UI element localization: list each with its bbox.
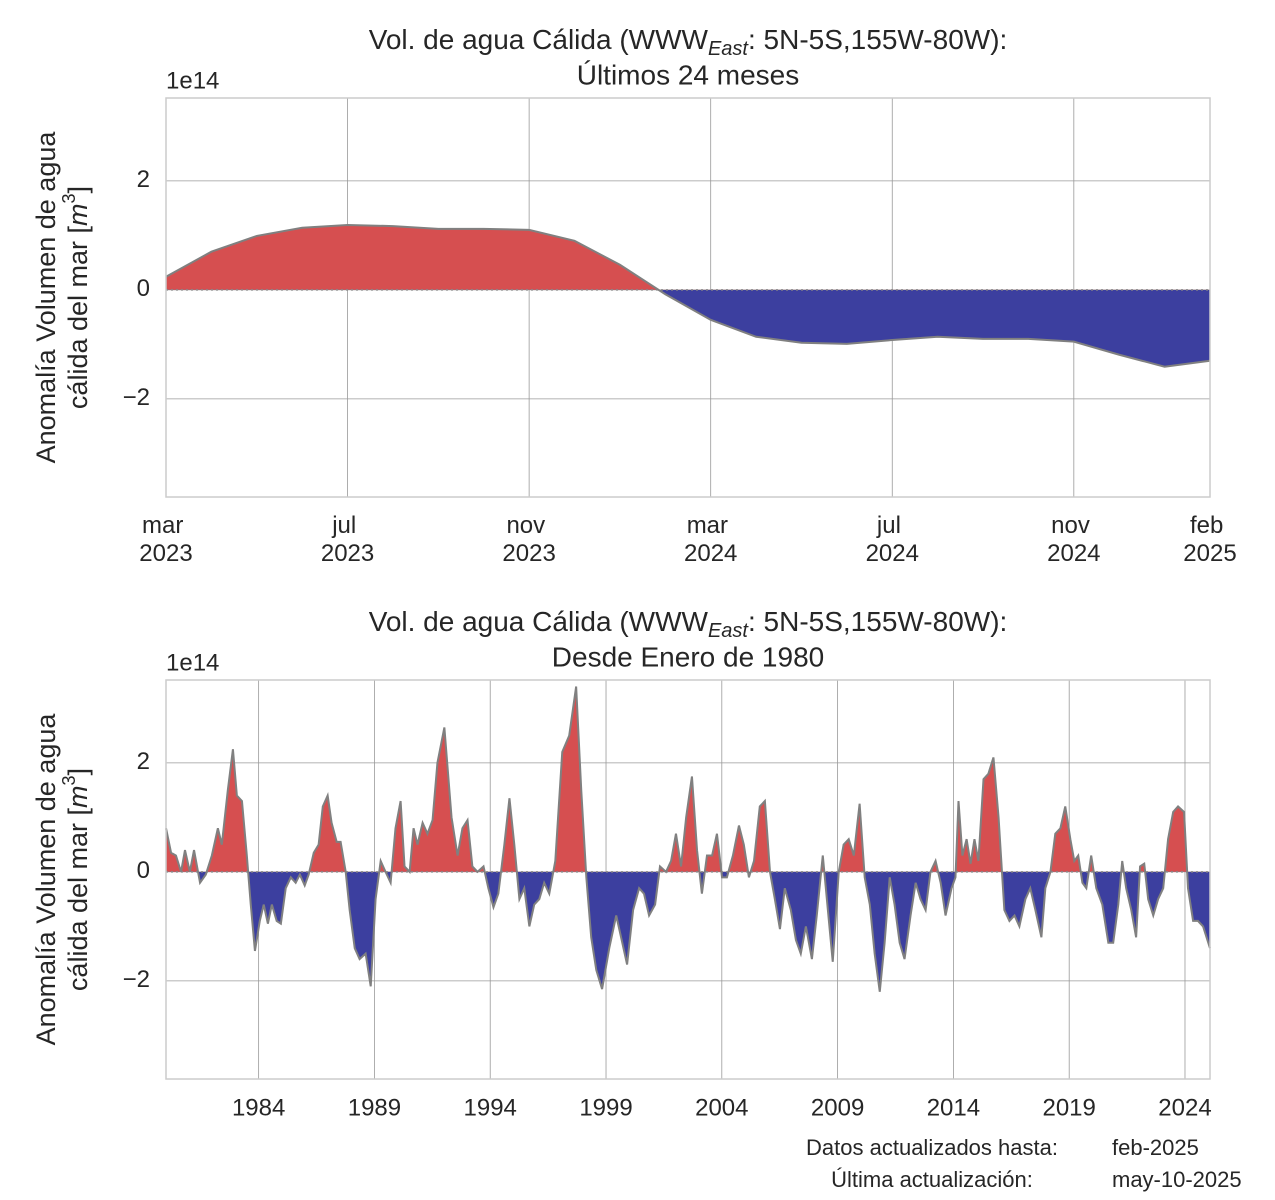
chart-subtitle: Últimos 24 meses — [577, 59, 800, 90]
plot-frame — [165, 97, 1211, 498]
x-tick-label: 1984 — [232, 1094, 285, 1121]
negative-area — [166, 289, 1210, 367]
offset-label: 1e14 — [166, 649, 219, 676]
x-tick-label: mar 2023 — [139, 512, 192, 567]
y-label-text: ] — [63, 186, 93, 194]
negative-area — [166, 871, 1210, 992]
plot: Vol. de agua Cálida (WWWEast: 5N-5S,155W… — [31, 606, 1212, 1121]
x-tick-label: 2019 — [1042, 1094, 1095, 1121]
y-label-unit: m — [63, 203, 93, 226]
x-tick-label: 2014 — [927, 1094, 980, 1121]
y-axis-label: cálida del mar [m3] — [59, 768, 93, 991]
x-tick-label: 2024 — [1158, 1094, 1211, 1121]
y-tick-label: 2 — [137, 166, 150, 193]
y-label-unit: m — [63, 785, 93, 808]
y-tick-label: 2 — [137, 748, 150, 775]
title-text: Vol. de agua Cálida (WWW — [369, 606, 709, 637]
x-tick-label: 1994 — [464, 1094, 517, 1121]
y-tick-label: 0 — [137, 857, 150, 884]
y-label-text: cálida del mar [ — [63, 225, 93, 409]
y-tick-label: 0 — [137, 275, 150, 302]
positive-area — [166, 225, 659, 290]
y-axis-label: Anomalía Volumen de agua — [31, 131, 61, 464]
footer-label: Última actualización: — [831, 1167, 1033, 1192]
title-text: : 5N-5S,155W-80W): — [748, 606, 1007, 637]
x-tick-label: 2004 — [695, 1094, 748, 1121]
footer-label: Datos actualizados hasta: — [806, 1135, 1058, 1160]
title-text: : 5N-5S,155W-80W): — [748, 24, 1007, 55]
series-line — [165, 223, 1211, 368]
x-tick-label: jul 2023 — [321, 512, 374, 567]
x-tick-label: nov 2024 — [1047, 512, 1100, 567]
title-subscript: East — [708, 620, 749, 642]
series-line — [165, 686, 1211, 992]
plot-frame — [165, 679, 1211, 1080]
offset-label: 1e14 — [166, 67, 219, 94]
title-text: Vol. de agua Cálida (WWW — [369, 24, 709, 55]
y-label-power: 3 — [59, 775, 79, 785]
x-tick-label: feb 2025 — [1183, 512, 1236, 567]
y-label-text: ] — [63, 768, 93, 776]
x-tick-label: 1989 — [348, 1094, 401, 1121]
y-tick-label: −2 — [123, 384, 150, 411]
y-tick-label: −2 — [123, 966, 150, 993]
x-tick-label: jul 2024 — [866, 512, 919, 567]
x-tick-label: mar 2024 — [684, 512, 737, 567]
y-label-power: 3 — [59, 193, 79, 203]
x-tick-label: 2009 — [811, 1094, 864, 1121]
footer-value: may-10-2025 — [1112, 1167, 1242, 1192]
x-tick-label: 1999 — [579, 1094, 632, 1121]
x-tick-label: nov 2023 — [502, 512, 555, 567]
chart-title: Vol. de agua Cálida (WWWEast: 5N-5S,155W… — [369, 606, 1008, 642]
chart-title: Vol. de agua Cálida (WWWEast: 5N-5S,155W… — [369, 24, 1008, 60]
plot: Vol. de agua Cálida (WWWEast: 5N-5S,155W… — [31, 24, 1237, 567]
y-axis-label: Anomalía Volumen de agua — [31, 713, 61, 1046]
plot-area — [166, 680, 1210, 1079]
chart-subtitle: Desde Enero de 1980 — [552, 641, 824, 672]
y-axis-label: cálida del mar [m3] — [59, 186, 93, 409]
y-label-text: cálida del mar [ — [63, 807, 93, 991]
title-subscript: East — [708, 38, 749, 60]
footer-value: feb-2025 — [1112, 1135, 1199, 1160]
